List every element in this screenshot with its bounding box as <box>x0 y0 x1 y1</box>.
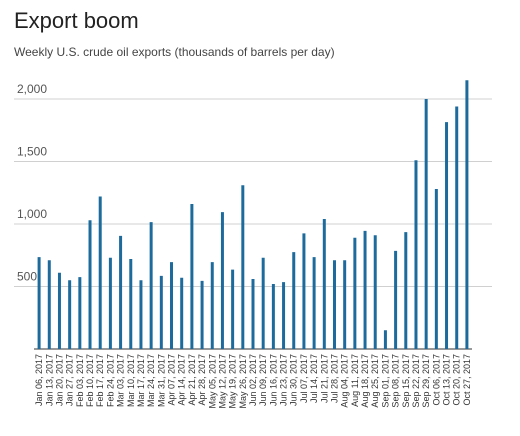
bar <box>455 106 459 349</box>
bar <box>251 279 255 349</box>
bar <box>170 262 174 349</box>
x-tick-label: Aug 18, 2017 <box>360 354 370 408</box>
x-tick-label: Mar 03, 2017 <box>116 354 126 407</box>
x-tick-label: Apr 28, 2017 <box>197 354 207 406</box>
x-tick-label: Jun 09, 2017 <box>258 354 268 406</box>
x-tick-label: Jan 20, 2017 <box>54 354 64 406</box>
x-tick-label: Sep 22, 2017 <box>411 354 421 408</box>
x-tick-label: Feb 17, 2017 <box>95 354 105 407</box>
x-tick-label: May 12, 2017 <box>217 354 227 409</box>
bar <box>302 233 306 349</box>
x-tick-label: Jul 07, 2017 <box>299 354 309 403</box>
bar <box>231 269 235 349</box>
x-tick-label: Apr 07, 2017 <box>167 354 177 406</box>
x-tick-label: Mar 24, 2017 <box>146 354 156 407</box>
bar <box>332 260 336 349</box>
bar <box>373 235 377 349</box>
chart-subtitle: Weekly U.S. crude oil exports (thousands… <box>14 45 335 59</box>
bar <box>200 280 204 349</box>
x-tick-label: Aug 25, 2017 <box>370 354 380 408</box>
bar <box>414 160 418 349</box>
bar <box>57 272 61 349</box>
x-tick-label: Feb 10, 2017 <box>85 354 95 407</box>
bar <box>119 235 123 349</box>
bar <box>465 80 469 349</box>
x-tick-label: May 26, 2017 <box>238 354 248 409</box>
x-tick-label: Oct 27, 2017 <box>462 354 472 406</box>
bar <box>282 282 286 349</box>
y-tick-label: 1,500 <box>17 145 47 159</box>
bar <box>434 189 438 349</box>
bar <box>424 99 428 349</box>
x-tick-label: Mar 17, 2017 <box>136 354 146 407</box>
bar <box>68 280 72 349</box>
bar <box>37 257 41 349</box>
x-tick-label: Apr 21, 2017 <box>187 354 197 406</box>
bar <box>88 220 92 349</box>
x-tick-label: Oct 13, 2017 <box>442 354 452 406</box>
bar <box>261 257 265 349</box>
bar <box>47 260 51 349</box>
bar <box>78 277 82 349</box>
x-tick-label: Jan 13, 2017 <box>44 354 54 406</box>
bar <box>159 275 163 349</box>
bar <box>210 262 214 349</box>
chart-title: Export boom <box>14 8 139 33</box>
x-tick-label: Aug 11, 2017 <box>350 354 360 407</box>
x-tick-label: Jul 14, 2017 <box>309 354 319 403</box>
x-tick-label: Jul 28, 2017 <box>329 354 339 403</box>
x-tick-label: Aug 04, 2017 <box>340 354 350 408</box>
x-tick-label: Jan 06, 2017 <box>34 354 44 406</box>
x-tick-label: May 19, 2017 <box>228 354 238 409</box>
bar <box>404 232 408 349</box>
y-tick-label: 1,000 <box>17 207 47 221</box>
y-tick-label: 2,000 <box>17 82 47 96</box>
bar <box>149 222 153 349</box>
x-tick-label: Jun 16, 2017 <box>268 354 278 406</box>
x-tick-label: Apr 14, 2017 <box>177 354 187 406</box>
x-tick-label: Jun 23, 2017 <box>279 354 289 406</box>
bar <box>363 230 367 349</box>
bar <box>129 259 133 349</box>
bar <box>180 277 184 349</box>
bar <box>343 260 347 349</box>
bar <box>353 237 357 349</box>
bar <box>394 250 398 349</box>
x-tick-label: Feb 03, 2017 <box>75 354 85 407</box>
bar <box>292 252 296 349</box>
x-tick-label: Jun 02, 2017 <box>248 354 258 406</box>
x-tick-label: Jan 27, 2017 <box>65 354 75 406</box>
bar <box>383 330 387 349</box>
x-tick-label: Feb 24, 2017 <box>105 354 115 407</box>
x-tick-label: Mar 31, 2017 <box>156 354 166 407</box>
x-tick-label: Sep 01, 2017 <box>380 354 390 408</box>
x-tick-label: Sep 15, 2017 <box>401 354 411 408</box>
x-tick-label: May 05, 2017 <box>207 354 217 409</box>
bar <box>220 212 224 349</box>
x-tick-label: Sep 29, 2017 <box>421 354 431 408</box>
bar <box>322 219 326 349</box>
bar <box>312 257 316 349</box>
y-tick-label: 500 <box>17 270 37 284</box>
bar <box>139 280 143 349</box>
x-tick-label: Sep 08, 2017 <box>391 354 401 408</box>
bar <box>241 185 245 349</box>
x-tick-label: Oct 06, 2017 <box>431 354 441 406</box>
bar <box>98 196 102 349</box>
x-tick-label: Mar 10, 2017 <box>126 354 136 407</box>
x-tick-label: Jun 30, 2017 <box>289 354 299 406</box>
bar <box>271 284 275 349</box>
x-tick-label: Jul 21, 2017 <box>319 354 329 403</box>
bar <box>190 204 194 349</box>
x-tick-label: Oct 20, 2017 <box>452 354 462 406</box>
bar <box>108 257 112 349</box>
bar <box>445 122 449 349</box>
